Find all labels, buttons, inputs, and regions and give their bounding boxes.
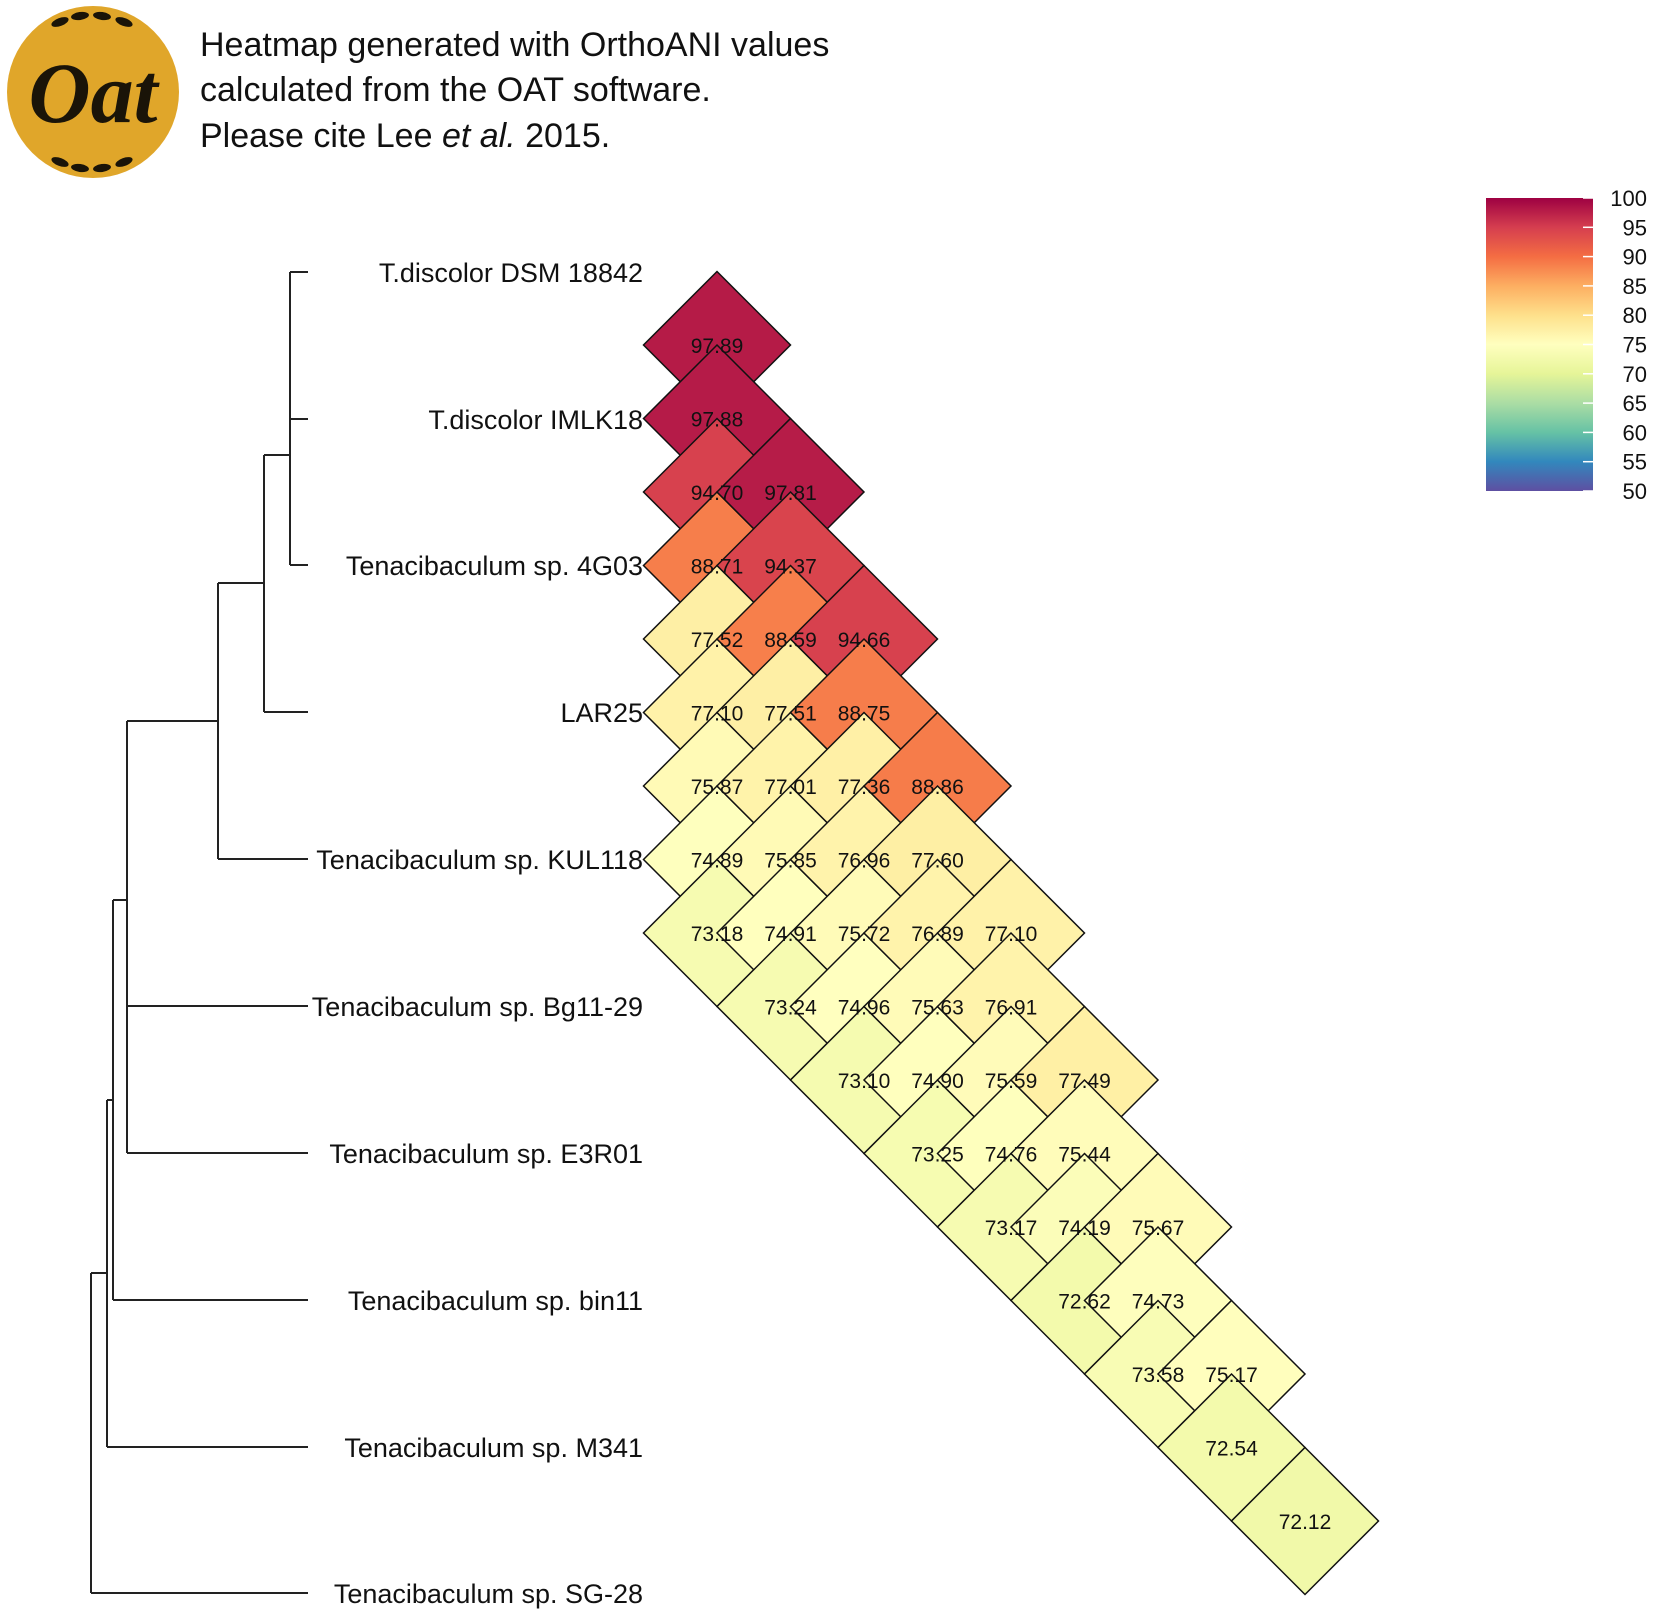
- caption: Heatmap generated with OrthoANI values c…: [200, 26, 829, 155]
- taxon-label: Tenacibaculum sp. E3R01: [329, 1139, 643, 1169]
- heatmap-value-label: 88.75: [838, 703, 891, 726]
- heatmap-value-label: 75.72: [838, 923, 891, 946]
- caption-line-3-pre: Please cite Lee: [200, 117, 442, 155]
- heatmap-value-label: 74.91: [764, 923, 817, 946]
- wheat-leaf-icon: [51, 11, 133, 173]
- taxon-label: T.discolor IMLK18: [428, 405, 643, 435]
- colorbar-tick-label: 85: [1623, 274, 1647, 299]
- heatmap-value-label: 88.71: [691, 556, 744, 579]
- heatmap-value-label: 77.10: [985, 923, 1038, 946]
- heatmap-value-label: 77.60: [911, 850, 964, 873]
- oat-logo: Oat: [7, 6, 179, 178]
- heatmap-value-label: 94.37: [764, 556, 817, 579]
- heatmap-value-label: 77.51: [764, 703, 817, 726]
- heatmap-value-label: 72.12: [1279, 1511, 1332, 1534]
- heatmap-value-label: 74.90: [911, 1070, 964, 1093]
- taxon-label: Tenacibaculum sp. SG-28: [334, 1579, 643, 1609]
- heatmap-value-label: 77.10: [691, 703, 744, 726]
- heatmap-value-label: 73.18: [691, 923, 744, 946]
- heatmap-value-label: 73.17: [985, 1217, 1038, 1240]
- colorbar-tick-label: 70: [1623, 362, 1647, 387]
- heatmap-value-label: 75.67: [1132, 1217, 1185, 1240]
- heatmap-value-label: 74.96: [838, 997, 891, 1020]
- oat-logo-text: Oat: [29, 45, 161, 141]
- colorbar-tick-label: 65: [1623, 391, 1647, 416]
- heatmap-value-label: 75.63: [911, 997, 964, 1020]
- heatmap-value-label: 76.91: [985, 997, 1038, 1020]
- colorbar: 100 95 90 85 80 75 70 65 60 55 50: [1486, 186, 1647, 504]
- caption-line-2: calculated from the OAT software.: [200, 71, 711, 109]
- heatmap-value-label: 94.66: [838, 629, 891, 652]
- heatmap-value-label: 88.86: [911, 776, 964, 799]
- heatmap-value-label: 75.87: [691, 776, 744, 799]
- heatmap-value-label: 75.59: [985, 1070, 1038, 1093]
- heatmap-value-label: 76.96: [838, 850, 891, 873]
- heatmap-value-label: 76.89: [911, 923, 964, 946]
- heatmap-value-label: 97.88: [691, 409, 744, 432]
- colorbar-tick-label: 60: [1623, 420, 1647, 445]
- colorbar-tick-label: 90: [1623, 245, 1647, 270]
- heatmap-value-label: 74.19: [1058, 1217, 1111, 1240]
- caption-line-3: Please cite Lee et al. 2015.: [200, 117, 610, 155]
- colorbar-tick-label: 75: [1623, 333, 1647, 358]
- heatmap-value-label: 72.54: [1205, 1438, 1258, 1461]
- heatmap-value-label: 97.89: [691, 335, 744, 358]
- heatmap-value-label: 97.81: [764, 482, 817, 505]
- taxon-labels: T.discolor DSM 18842 T.discolor IMLK18 T…: [312, 258, 643, 1609]
- colorbar-tick-label: 95: [1623, 215, 1647, 240]
- taxon-label: Tenacibaculum sp. bin11: [348, 1286, 643, 1316]
- taxon-label: Tenacibaculum sp. KUL118: [316, 845, 643, 875]
- heatmap-value-label: 74.76: [985, 1144, 1038, 1167]
- heatmap-value-label: 75.85: [764, 850, 817, 873]
- heatmap-value-label: 74.73: [1132, 1291, 1185, 1314]
- colorbar-tick-label: 50: [1623, 479, 1647, 504]
- heatmap-value-label: 75.44: [1058, 1144, 1111, 1167]
- heatmap-cell: [1230, 1446, 1380, 1596]
- heatmap-value-label: 77.01: [764, 776, 817, 799]
- heatmap-value-label: 77.52: [691, 629, 744, 652]
- dendrogram: [90, 271, 308, 1594]
- colorbar-tick-label: 100: [1610, 186, 1647, 211]
- caption-line-1: Heatmap generated with OrthoANI values: [200, 26, 829, 64]
- caption-line-3-post: 2015.: [516, 117, 611, 155]
- taxon-label: Tenacibaculum sp. M341: [344, 1433, 643, 1463]
- heatmap-value-label: 75.17: [1205, 1364, 1258, 1387]
- taxon-label: T.discolor DSM 18842: [379, 258, 643, 288]
- heatmap-value-label: 94.70: [691, 482, 744, 505]
- heatmap-value-label: 77.49: [1058, 1070, 1111, 1093]
- heatmap-value-label: 73.24: [764, 997, 817, 1020]
- heatmap-value-label: 73.10: [838, 1070, 891, 1093]
- heatmap-value-label: 73.58: [1132, 1364, 1185, 1387]
- oat-logo-circle: [7, 6, 179, 178]
- taxon-label: LAR25: [560, 698, 643, 728]
- heatmap-value-label: 74.89: [691, 850, 744, 873]
- heatmap-value-label: 73.25: [911, 1144, 964, 1167]
- heatmap-value-label: 72.62: [1058, 1291, 1111, 1314]
- taxon-label: Tenacibaculum sp. Bg11-29: [312, 992, 643, 1022]
- heatmap-value-label: 77.36: [838, 776, 891, 799]
- colorbar-tick-label: 80: [1623, 303, 1647, 328]
- taxon-label: Tenacibaculum sp. 4G03: [346, 551, 643, 581]
- heatmap-cells: 97.89 97.88 94.70 88.71 77.52 77.10 75.87 74.89…: [642, 270, 1380, 1596]
- heatmap-value-label: 88.59: [764, 629, 817, 652]
- caption-line-3-italic: et al.: [442, 117, 516, 155]
- colorbar-ticks: 100 95 90 85 80 75 70 65 60 55 50: [1583, 186, 1647, 504]
- colorbar-gradient: [1486, 198, 1593, 491]
- colorbar-tick-label: 55: [1623, 450, 1647, 475]
